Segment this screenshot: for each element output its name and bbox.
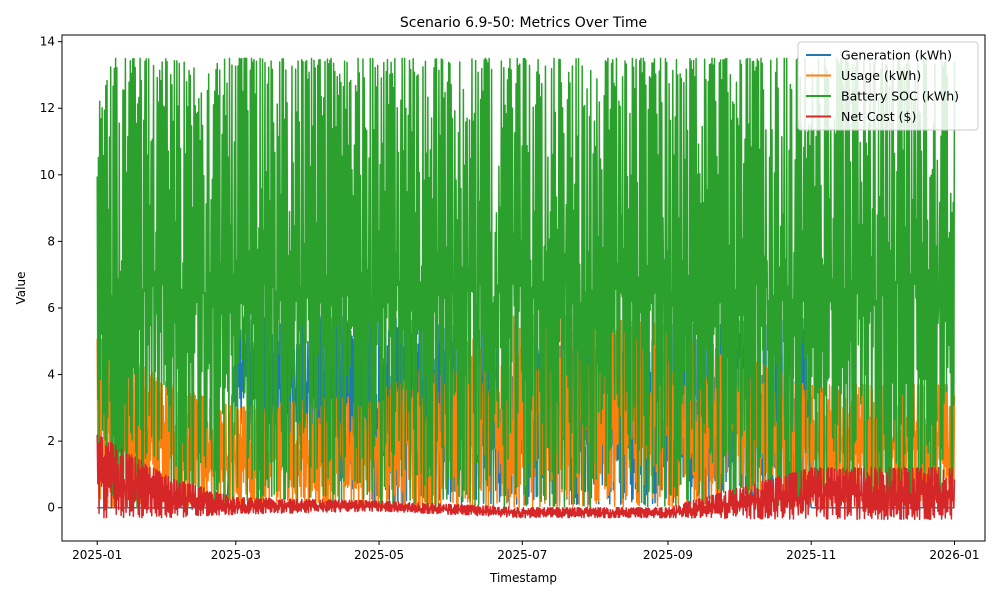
x-tick-label: 2025-09 [643, 548, 693, 562]
legend-entry: Usage (kWh) [841, 68, 921, 83]
x-tick-label: 2025-01 [72, 548, 122, 562]
y-tick-label: 12 [40, 101, 55, 115]
legend: Generation (kWh) Usage (kWh) Battery SOC (… [797, 41, 979, 131]
y-tick-label: 0 [47, 501, 55, 515]
legend-entry: Battery SOC (kWh) [841, 89, 959, 104]
y-tick-label: 14 [40, 35, 55, 49]
legend-entry: Net Cost ($) [841, 109, 916, 124]
legend-box [797, 41, 979, 131]
x-tick-label: 2025-07 [497, 548, 547, 562]
y-axis-label: Value [14, 272, 28, 305]
y-tick-label: 2 [47, 434, 55, 448]
chart-title: Scenario 6.9-50: Metrics Over Time [400, 15, 647, 31]
x-axis-label: Timestamp [489, 571, 557, 585]
series-line-2 [96, 57, 956, 509]
y-tick-label: 8 [47, 234, 55, 248]
plot-frame [61, 34, 986, 542]
y-axis: 0 2 4 6 8 10 12 14 [40, 35, 62, 515]
y-tick-label: 6 [47, 301, 55, 315]
x-tick-label: 2025-11 [786, 548, 836, 562]
series-layer [96, 57, 956, 521]
y-tick-label: 4 [47, 368, 55, 382]
x-axis: 2025-01 2025-03 2025-05 2025-07 2025-09 2025-… [72, 541, 980, 562]
x-tick-label: 2025-05 [354, 548, 404, 562]
x-tick-label: 2025-03 [211, 548, 261, 562]
legend-entry: Generation (kWh) [841, 48, 952, 63]
y-tick-label: 10 [40, 168, 55, 182]
x-tick-label: 2026-01 [929, 548, 979, 562]
series-line-3 [96, 434, 956, 521]
